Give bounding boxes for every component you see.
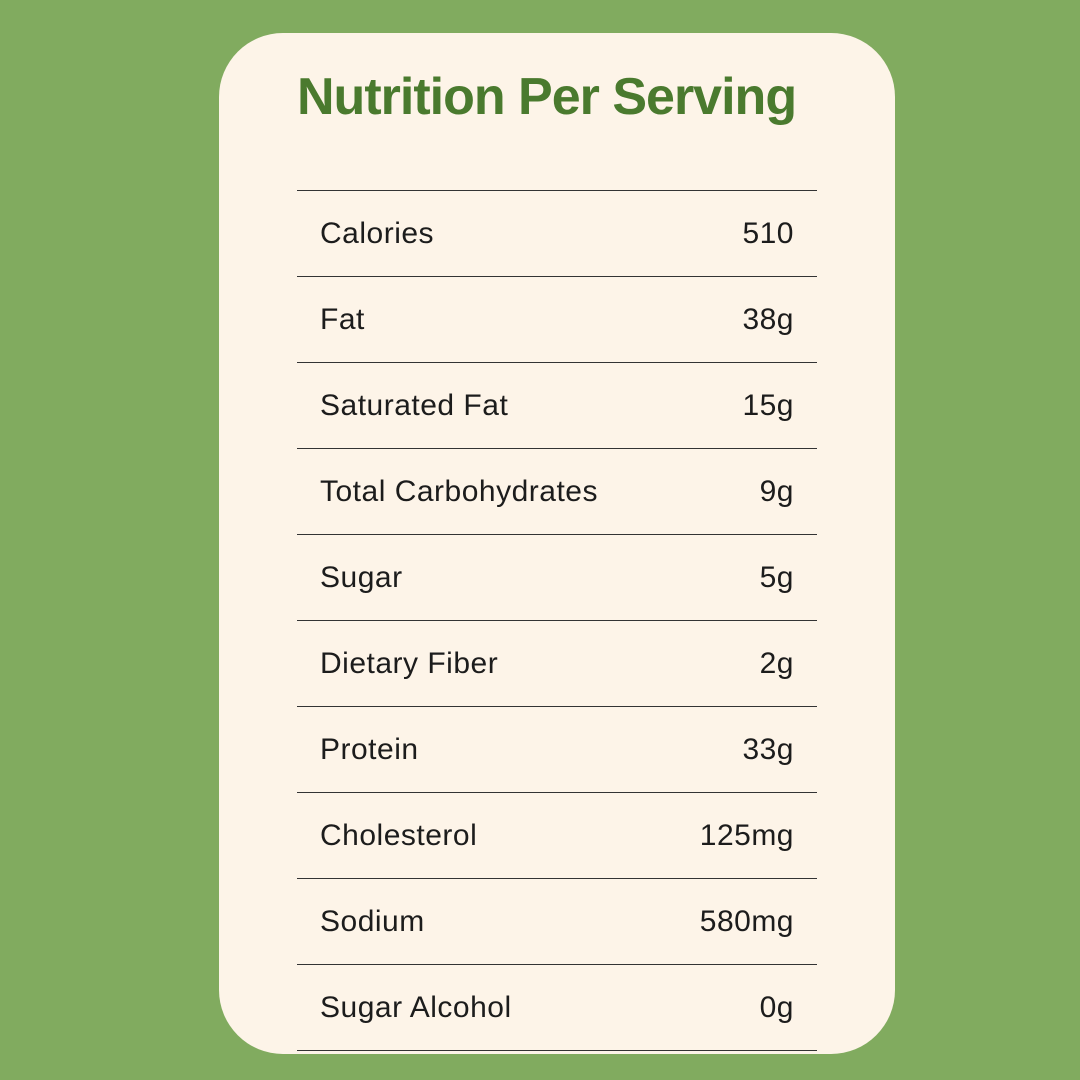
nutrient-value: 33g — [742, 732, 794, 766]
nutrient-label: Cholesterol — [320, 818, 478, 852]
table-row: Fat 38g — [297, 276, 817, 362]
nutrient-label: Total Carbohydrates — [320, 474, 598, 508]
nutrient-value: 125mg — [699, 818, 794, 852]
table-row: Protein 33g — [297, 706, 817, 792]
table-row: Sugar Alcohol 0g — [297, 964, 817, 1050]
nutrient-label: Saturated Fat — [320, 388, 509, 422]
nutrition-card: Nutrition Per Serving Calories 510 Fat 3… — [219, 33, 895, 1054]
nutrient-label: Sugar Alcohol — [320, 990, 512, 1024]
table-row: Total Carbohydrates 9g — [297, 448, 817, 534]
nutrient-label: Sodium — [320, 904, 425, 938]
table-row: Calories 510 — [297, 190, 817, 276]
table-row: Saturated Fat 15g — [297, 362, 817, 448]
nutrient-label: Sugar — [320, 560, 403, 594]
nutrient-value: 38g — [742, 302, 794, 336]
table-row: Sodium 580mg — [297, 878, 817, 964]
nutrient-label: Calories — [320, 216, 435, 250]
nutrition-table: Calories 510 Fat 38g Saturated Fat 15g T… — [297, 190, 817, 1051]
nutrient-label: Protein — [320, 732, 419, 766]
nutrient-label: Fat — [320, 302, 365, 336]
nutrient-value: 15g — [742, 388, 794, 422]
table-row: Cholesterol 125mg — [297, 792, 817, 878]
nutrient-value: 510 — [742, 216, 794, 250]
nutrient-value: 2g — [759, 646, 794, 680]
table-row: Sugar 5g — [297, 534, 817, 620]
nutrient-label: Dietary Fiber — [320, 646, 499, 680]
card-title: Nutrition Per Serving — [297, 68, 797, 126]
table-row: Dietary Fiber 2g — [297, 620, 817, 706]
nutrient-value: 0g — [759, 990, 794, 1024]
nutrient-value: 5g — [759, 560, 794, 594]
nutrient-value: 580mg — [699, 904, 794, 938]
nutrient-value: 9g — [759, 474, 794, 508]
